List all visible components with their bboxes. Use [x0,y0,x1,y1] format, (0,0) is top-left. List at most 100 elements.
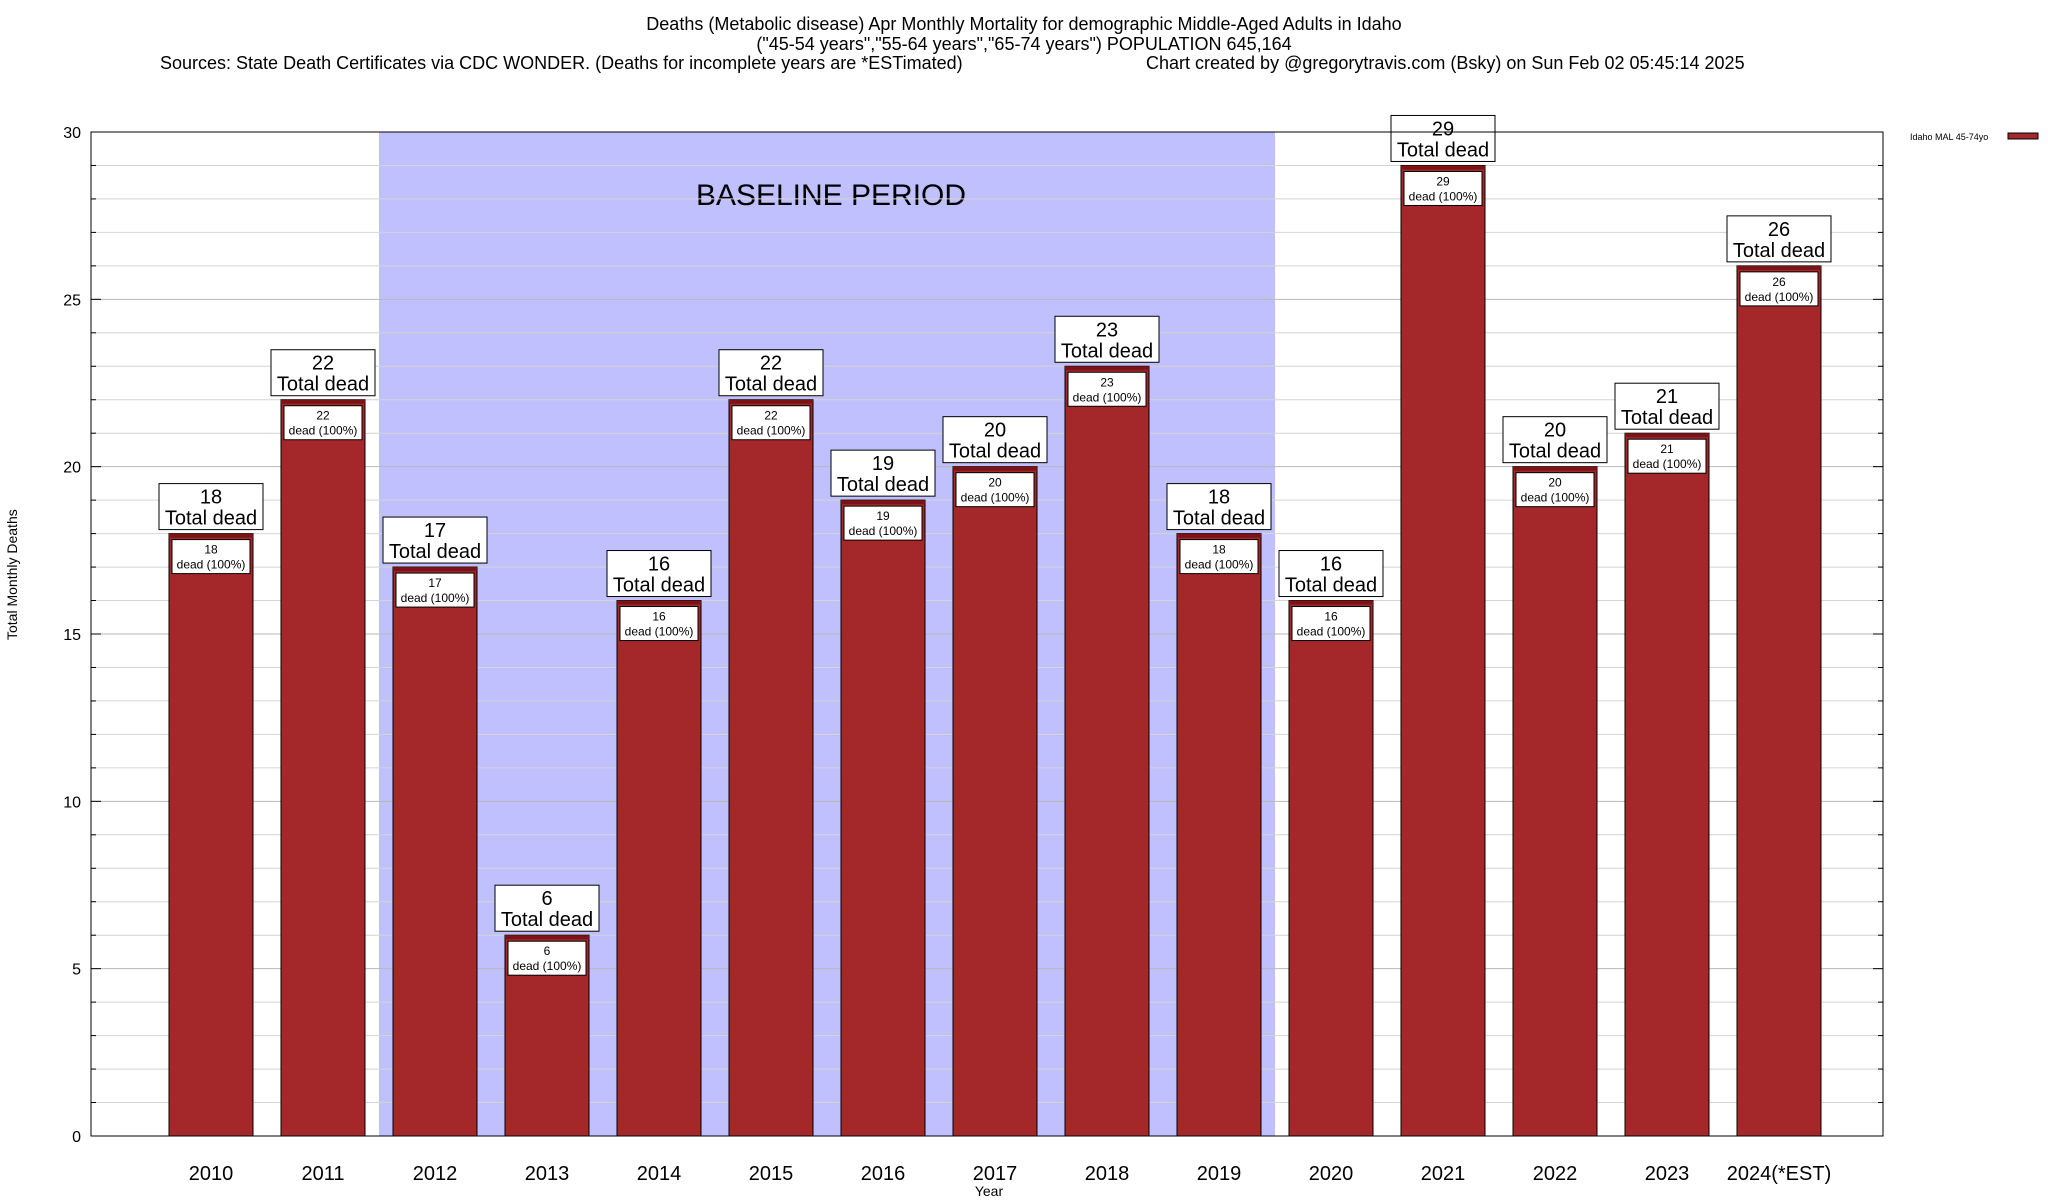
inner-label-text: dead (100%) [1745,290,1814,304]
bar-top-edge [1625,433,1709,438]
total-label-box [606,550,712,598]
bar-top-edge [1737,265,1821,270]
bar-2012 [392,566,478,1137]
total-label-value: 22 [760,353,782,375]
total-label-text: Total dead [389,541,481,563]
total-label-value: 17 [424,520,446,542]
x-tick-label: 2020 [1309,1163,1354,1185]
x-tick-label: 2017 [973,1163,1018,1185]
x-tick-label: 2024(*EST) [1727,1163,1832,1185]
x-tick-label: 2019 [1197,1163,1242,1185]
x-tick-label: 2013 [525,1163,570,1185]
bar-top-edge [169,533,253,538]
y-tick-label: 0 [72,1129,81,1146]
x-tick-label: 2014 [637,1163,682,1185]
bar-2015 [728,399,814,1137]
total-label-value: 23 [1096,319,1118,341]
inner-label-text: dead (100%) [1185,558,1254,572]
plot-border [90,131,1884,1137]
x-tick-label: 2021 [1421,1163,1466,1185]
inner-label-text: dead (100%) [737,424,806,438]
total-label-text: Total dead [1397,139,1489,161]
bar-2024(*EST) [1736,265,1822,1137]
bar-top-edge [953,466,1037,471]
total-label-value: 20 [1544,420,1566,442]
y-axis-label: Total Monthly Deaths [4,509,20,640]
legend-swatch [2007,132,2039,140]
inner-label-text: dead (100%) [625,625,694,639]
x-tick-label: 2023 [1645,1163,1690,1185]
x-tick-label: 2011 [301,1163,344,1185]
inner-label-value: 20 [988,476,1002,490]
total-label-value: 26 [1768,219,1790,241]
inner-label-value: 23 [1100,375,1114,389]
inner-label-text: dead (100%) [1409,189,1478,203]
x-tick-label: 2010 [189,1163,234,1185]
total-label-box [1390,114,1496,162]
inner-label-box [1515,472,1595,508]
inner-label-box [283,405,363,441]
total-label-text: Total dead [1733,240,1825,262]
inner-label-text: dead (100%) [1633,457,1702,471]
legend-label: Idaho MAL 45-74yo [1910,132,1988,142]
inner-label-value: 26 [1772,275,1786,289]
inner-label-value: 16 [652,610,666,624]
bar-2022 [1512,466,1598,1137]
total-label-text: Total dead [837,474,929,496]
inner-label-box [1179,539,1259,575]
total-label-box [1614,382,1720,430]
inner-label-text: dead (100%) [289,424,358,438]
x-axis-label: Year [974,1183,1004,1199]
inner-label-value: 29 [1436,174,1450,188]
total-label-value: 16 [1320,554,1342,576]
bar-2016 [840,499,926,1137]
total-label-value: 22 [312,353,334,375]
total-label-value: 21 [1656,386,1678,408]
inner-label-box [619,606,699,642]
total-label-text: Total dead [949,441,1041,463]
inner-label-value: 6 [544,944,551,958]
x-tick-label: 2018 [1085,1163,1130,1185]
inner-label-value: 20 [1548,476,1562,490]
y-tick-label: 25 [63,292,81,309]
total-label-box [1166,483,1272,531]
bar-top-edge [1177,533,1261,538]
inner-label-box [955,472,1035,508]
bar-top-edge [729,399,813,404]
total-label-box [830,449,936,497]
inner-label-text: dead (100%) [961,491,1030,505]
total-label-value: 19 [872,453,894,475]
y-tick-label: 15 [63,627,81,644]
total-label-value: 18 [200,487,222,509]
chart-title-line-1: Deaths (Metabolic disease) Apr Monthly M… [646,14,1402,34]
inner-label-box [1067,371,1147,407]
inner-label-value: 16 [1324,610,1338,624]
inner-label-text: dead (100%) [1521,491,1590,505]
bar-2011 [280,399,366,1137]
inner-label-box [1627,438,1707,474]
total-label-box [494,884,600,932]
bar-top-edge [617,600,701,605]
total-label-text: Total dead [501,909,593,931]
inner-label-value: 21 [1660,442,1674,456]
inner-label-text: dead (100%) [1073,390,1142,404]
bar-top-edge [841,500,925,505]
total-label-box [382,516,488,564]
x-tick-label: 2012 [413,1163,458,1185]
inner-label-value: 18 [204,543,218,557]
chart-sources: Sources: State Death Certificates via CD… [160,53,963,73]
total-label-value: 18 [1208,487,1230,509]
total-label-text: Total dead [1509,441,1601,463]
inner-label-box [171,539,251,575]
bar-top-edge [1401,165,1485,170]
inner-label-text: dead (100%) [1297,625,1366,639]
inner-label-value: 19 [876,509,890,523]
total-label-box [942,416,1048,464]
total-label-box [1502,416,1608,464]
bar-top-edge [281,399,365,404]
x-tick-label: 2015 [749,1163,794,1185]
chart-title-line-2: ("45-54 years","55-64 years","65-74 year… [756,34,1292,54]
total-label-box [270,349,376,397]
inner-label-value: 17 [428,576,442,590]
